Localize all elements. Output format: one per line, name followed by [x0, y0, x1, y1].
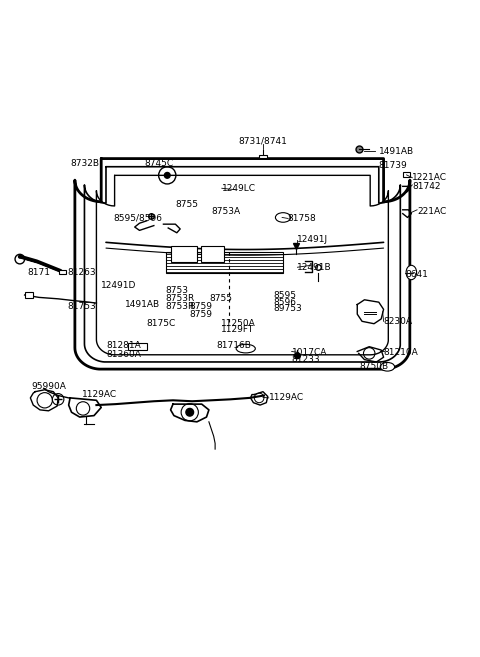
Text: 1017CA: 1017CA — [292, 348, 327, 357]
Text: 81263: 81263 — [68, 267, 96, 277]
Text: 8759: 8759 — [190, 302, 213, 311]
Bar — [170, 246, 197, 262]
Text: 12491D: 12491D — [101, 281, 137, 290]
Text: 8731/8741: 8731/8741 — [239, 137, 288, 145]
Text: 89753: 89753 — [274, 304, 302, 313]
Bar — [24, 292, 33, 298]
Text: 1129AC: 1129AC — [269, 394, 304, 402]
Text: 8171: 8171 — [27, 267, 50, 277]
Text: 8641: 8641 — [405, 271, 428, 279]
Text: 11250A: 11250A — [221, 319, 256, 328]
Text: 8753: 8753 — [166, 286, 189, 295]
Text: 8596: 8596 — [274, 298, 297, 307]
Text: 81716B: 81716B — [216, 341, 251, 350]
Text: 8745C: 8745C — [144, 159, 173, 168]
Text: 8753R: 8753R — [166, 302, 195, 311]
Bar — [201, 246, 224, 262]
Bar — [128, 344, 147, 350]
Text: 221AC: 221AC — [417, 207, 446, 215]
Text: 8595: 8595 — [274, 292, 297, 300]
Text: 8230A: 8230A — [384, 317, 413, 326]
Ellipse shape — [236, 344, 255, 353]
Bar — [259, 155, 267, 158]
Circle shape — [295, 353, 300, 359]
Text: 1491AB: 1491AB — [125, 300, 160, 309]
Text: 12491B: 12491B — [298, 263, 332, 272]
Text: 1221AC: 1221AC — [412, 173, 447, 182]
Text: 1491AB: 1491AB — [379, 147, 414, 156]
Text: 81739: 81739 — [379, 161, 408, 170]
Text: 81233: 81233 — [292, 355, 320, 363]
Text: 1129AC: 1129AC — [82, 390, 117, 399]
Circle shape — [186, 409, 193, 416]
Text: 8595/8596: 8595/8596 — [113, 214, 162, 223]
Text: 8753R: 8753R — [166, 294, 195, 303]
Text: 8759: 8759 — [190, 309, 213, 319]
Ellipse shape — [406, 265, 417, 280]
Text: 8732B: 8732B — [70, 159, 99, 168]
Text: 8753A: 8753A — [211, 207, 240, 215]
Text: 8750B: 8750B — [360, 362, 389, 371]
Text: 81742: 81742 — [412, 182, 441, 191]
Text: 81281A: 81281A — [106, 341, 141, 350]
Text: 1129FT: 1129FT — [221, 325, 254, 334]
Text: 1249LC: 1249LC — [222, 184, 256, 193]
Bar — [59, 269, 66, 275]
Bar — [403, 173, 410, 177]
Text: 81753: 81753 — [68, 302, 96, 311]
Text: 81360A: 81360A — [106, 350, 141, 359]
Text: 81758: 81758 — [288, 214, 317, 223]
Text: 12491J: 12491J — [298, 235, 328, 244]
Circle shape — [164, 173, 170, 178]
Text: 8755: 8755 — [209, 294, 232, 303]
Ellipse shape — [276, 213, 291, 222]
Text: 8755: 8755 — [175, 200, 198, 208]
Text: 95990A: 95990A — [32, 382, 67, 392]
Ellipse shape — [380, 363, 395, 371]
Text: 81210A: 81210A — [384, 348, 419, 357]
Text: 8175C: 8175C — [147, 319, 176, 328]
Bar — [166, 252, 283, 273]
